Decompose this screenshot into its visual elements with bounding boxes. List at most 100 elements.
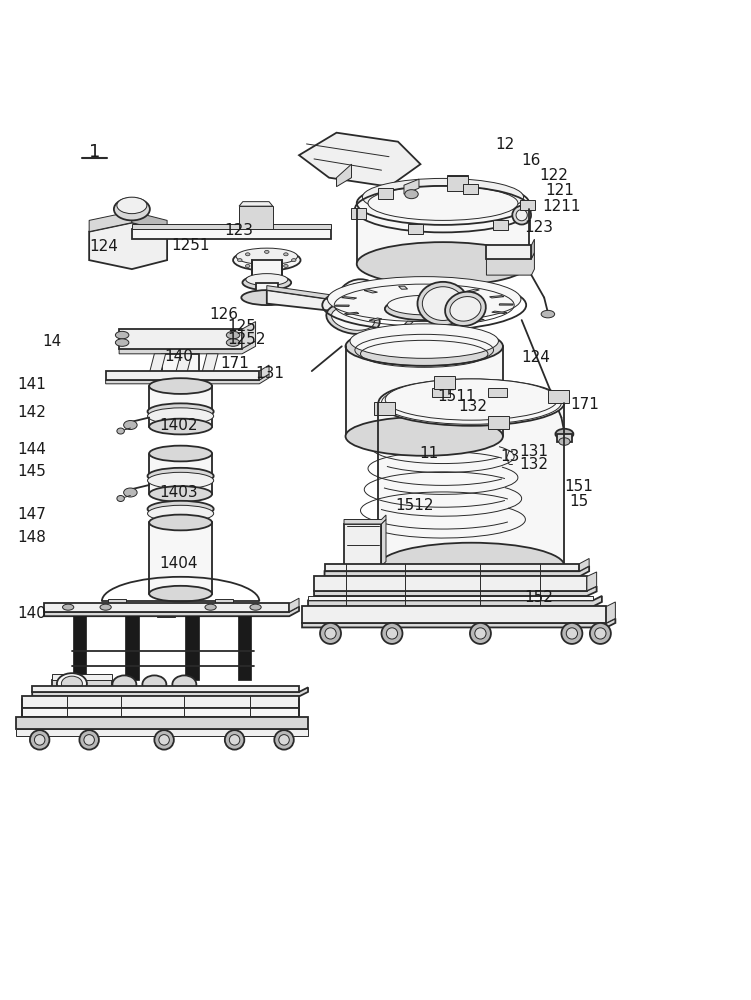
Polygon shape (404, 179, 419, 194)
Ellipse shape (343, 290, 347, 294)
Ellipse shape (379, 543, 565, 589)
Bar (125, 616, 139, 680)
Bar (488, 416, 509, 429)
Text: 148: 148 (17, 530, 46, 545)
Ellipse shape (149, 486, 212, 502)
Polygon shape (382, 519, 386, 566)
Ellipse shape (388, 295, 461, 315)
Polygon shape (324, 564, 579, 571)
Polygon shape (16, 729, 308, 736)
Text: 1211: 1211 (542, 199, 581, 214)
Polygon shape (399, 286, 408, 289)
Ellipse shape (284, 253, 288, 256)
Ellipse shape (147, 403, 213, 420)
Text: 132: 132 (520, 457, 548, 472)
Ellipse shape (243, 275, 291, 290)
Polygon shape (119, 341, 255, 354)
Ellipse shape (80, 730, 99, 750)
Polygon shape (22, 708, 299, 717)
Ellipse shape (233, 250, 300, 271)
Ellipse shape (320, 623, 341, 644)
Ellipse shape (279, 735, 289, 745)
Ellipse shape (62, 604, 74, 610)
Polygon shape (132, 229, 330, 239)
Polygon shape (314, 586, 596, 596)
Ellipse shape (559, 438, 570, 445)
Text: 13: 13 (500, 449, 519, 464)
Ellipse shape (147, 472, 213, 489)
Polygon shape (488, 388, 507, 397)
Polygon shape (487, 245, 532, 259)
Polygon shape (201, 354, 218, 374)
Ellipse shape (379, 379, 565, 426)
Ellipse shape (246, 274, 288, 286)
Ellipse shape (339, 302, 343, 305)
Ellipse shape (326, 303, 380, 334)
Polygon shape (364, 290, 378, 293)
Bar (520, 200, 535, 210)
Polygon shape (336, 305, 349, 306)
Ellipse shape (274, 730, 294, 750)
Ellipse shape (225, 730, 244, 750)
Ellipse shape (116, 339, 129, 346)
Ellipse shape (100, 604, 111, 610)
Ellipse shape (57, 673, 87, 694)
Ellipse shape (566, 628, 578, 639)
Text: 1511: 1511 (437, 389, 475, 404)
Ellipse shape (375, 313, 379, 317)
Polygon shape (345, 312, 359, 315)
Text: 152: 152 (524, 590, 553, 605)
Bar (548, 390, 569, 403)
Ellipse shape (345, 327, 503, 366)
Ellipse shape (422, 287, 463, 320)
Ellipse shape (264, 250, 269, 253)
Ellipse shape (246, 264, 250, 267)
Ellipse shape (149, 515, 212, 530)
Polygon shape (44, 606, 299, 616)
Polygon shape (22, 696, 299, 708)
Ellipse shape (385, 298, 463, 320)
Ellipse shape (147, 408, 213, 424)
Ellipse shape (147, 468, 213, 484)
Ellipse shape (35, 735, 45, 745)
Ellipse shape (368, 186, 518, 220)
Ellipse shape (149, 586, 212, 602)
Bar (379, 188, 394, 199)
Polygon shape (106, 371, 259, 380)
Text: 1251: 1251 (172, 238, 210, 253)
Ellipse shape (378, 302, 382, 305)
Ellipse shape (143, 675, 167, 693)
Polygon shape (344, 515, 386, 524)
Text: 151: 151 (565, 479, 593, 494)
Bar (447, 176, 468, 191)
Ellipse shape (357, 242, 529, 286)
Ellipse shape (116, 331, 129, 339)
Bar (239, 206, 273, 229)
Ellipse shape (236, 248, 297, 265)
Polygon shape (490, 296, 504, 298)
Polygon shape (471, 317, 484, 320)
Ellipse shape (149, 378, 212, 394)
Bar (351, 208, 366, 219)
Ellipse shape (516, 210, 527, 221)
Ellipse shape (250, 604, 261, 610)
Text: 1: 1 (89, 143, 100, 161)
Ellipse shape (205, 604, 216, 610)
Ellipse shape (149, 419, 212, 434)
Ellipse shape (386, 628, 397, 639)
Ellipse shape (363, 178, 523, 216)
Polygon shape (606, 602, 615, 623)
Polygon shape (299, 133, 421, 187)
Text: 12: 12 (496, 137, 514, 152)
Text: 141: 141 (17, 377, 46, 392)
Ellipse shape (375, 290, 379, 294)
Ellipse shape (541, 310, 555, 318)
Polygon shape (242, 322, 255, 349)
Ellipse shape (343, 313, 347, 317)
Text: 1404: 1404 (160, 556, 198, 571)
Ellipse shape (325, 628, 336, 639)
Ellipse shape (475, 628, 486, 639)
Polygon shape (466, 289, 479, 292)
Ellipse shape (147, 501, 213, 517)
Ellipse shape (117, 197, 147, 214)
